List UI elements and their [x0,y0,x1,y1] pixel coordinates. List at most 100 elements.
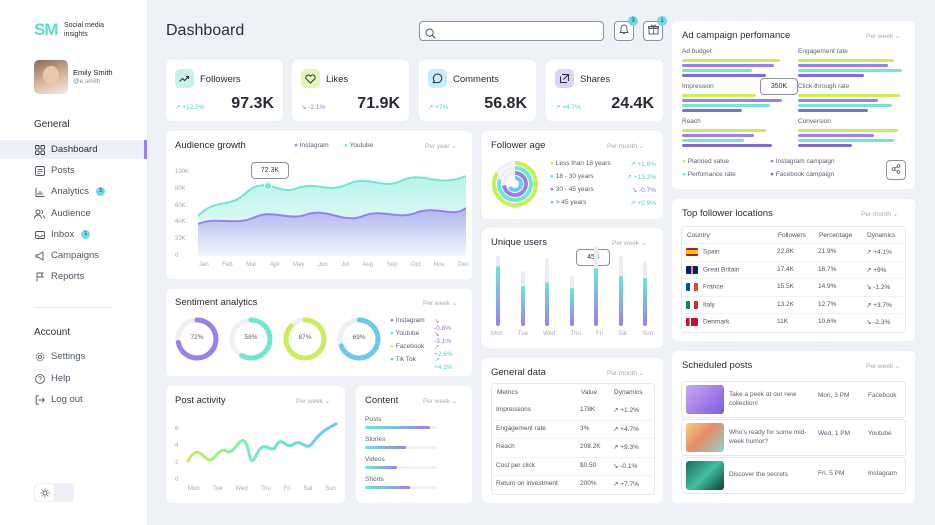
stat-card-followers[interactable]: Followers ↗ +12.5% 97.3K [166,60,283,121]
followers-cell: 17.4K [777,265,794,273]
gift-button[interactable]: 1 [643,16,667,41]
sidebar-item-settings[interactable]: Settings [0,347,147,366]
ad-metric-bar [798,74,864,77]
ad-metric-bar [682,64,774,67]
ad-metric-bar [682,144,772,147]
dynamics-cell: ↗ +9% [866,266,887,274]
sidebar-item-reports[interactable]: Reports [0,267,147,286]
locations-card: Top follower locations Per month ⌄ Count… [672,199,915,341]
sidebar-item-label: Audience [51,208,91,219]
sentiment-ring-arc [337,317,381,361]
analytics-badge: 3 [96,187,106,196]
metric-value: 3% [580,424,590,432]
legend-row: ● Instagram ↘ -0.8% [390,317,451,332]
row-divider [681,295,906,297]
sidebar-item-audience[interactable]: Audience [0,204,147,223]
sidebar-item-label: Reports [51,271,85,282]
col-header: Dynamics [867,232,896,239]
followers-cell: 13.2K [777,300,794,308]
grid-icon [34,144,45,155]
col-header: Percentage [819,232,853,239]
sidebar-item-campaigns[interactable]: Campaigns [0,246,147,265]
scheduled-post-row[interactable]: Who's ready for some mid-week humor? Wed… [681,419,906,456]
sidebar-item-dashboard[interactable]: Dashboard [0,140,147,159]
sidebar-item-analytics[interactable]: Analytics 3 [0,182,147,201]
theme-toggle[interactable] [34,483,74,502]
flag-icon [686,318,698,326]
gift-badge: 1 [657,16,667,26]
post-thumbnail [686,461,724,490]
period-select[interactable]: Per month ⌄ [607,370,645,377]
search-input[interactable] [419,21,604,41]
stat-card-likes[interactable]: Likes ↘ -2.1% 71.9K [292,60,409,121]
dynamics-cell: ↗ +4.1% [866,249,892,256]
period-select[interactable]: Per week ⌄ [423,398,458,405]
row-divider [491,438,655,439]
avatar[interactable] [34,60,68,94]
legend-planned: ● Planned value [682,158,729,165]
legend-row: ● > 45 years ↗ +0.9% [550,199,656,207]
sidebar-item-label: Posts [51,165,75,176]
sentiment-ring-value: 72% [190,334,204,341]
sentiment-ring [175,317,219,361]
sidebar-item-posts[interactable]: Posts [0,161,147,180]
users-bar [496,266,500,326]
sidebar-item-help[interactable]: Help [0,369,147,388]
stat-label: Comments [453,74,499,85]
period-select[interactable]: Per week ⌄ [866,363,901,370]
inbox-badge: 1 [81,230,91,239]
chart-tooltip: 72.3K [251,162,289,179]
ad-metric-label: Engagement rate [798,48,848,55]
card-title: Content [365,395,399,406]
period-select[interactable]: Per week ⌄ [423,300,458,307]
period-select[interactable]: Per year ⌄ [425,143,457,150]
sidebar-item-label: Log out [51,394,83,405]
ad-metric-bar [798,69,902,72]
ad-metric-label: Impression [682,83,714,90]
sidebar-item-logout[interactable]: Log out [0,390,147,409]
unique-users-card: Unique users Per week ⌄ 458 Mon Tue Wed Thu… [482,228,663,348]
ad-metric-bar [682,59,780,62]
period-select[interactable]: Per week ⌄ [612,240,647,247]
period-select[interactable]: Per week ⌄ [866,33,901,40]
percentage-cell: 10.6% [818,318,837,325]
content-item-label: Shorts [365,476,384,483]
ad-metric-bar [798,94,900,97]
period-select[interactable]: Per month ⌄ [861,211,899,218]
sentiment-ring [283,317,327,361]
content-bar [365,426,430,429]
dynamics-cell: ↘ -1.2% [866,284,891,291]
bell-icon [619,22,629,40]
share-button[interactable] [886,160,906,180]
ad-metric-bar [798,64,888,67]
metric-name: Impressions [496,406,532,413]
period-select[interactable]: Per week ⌄ [296,398,331,405]
percentage-cell: 21.9% [818,248,837,255]
ad-metric-bar [798,109,868,112]
content-item-label: Videos [365,456,385,463]
legend-row: ● 30 - 45 years ↘ -0.7% [550,186,656,194]
users-bar [643,278,647,326]
scheduled-post-row[interactable]: Discover the secrets Fri, 5 PM Instagram [681,457,906,494]
sidebar-item-inbox[interactable]: Inbox 1 [0,225,147,244]
analytics-icon [34,186,45,197]
notifications-button[interactable]: 3 [614,16,638,41]
ad-metric-bar [798,99,878,102]
content-bar [365,446,407,449]
followers-icon [175,69,194,88]
stat-card-shares[interactable]: Shares ↗ +4.7% 24.4K [546,60,663,121]
stat-change: ↘ -2.1% [301,104,326,111]
sentiment-ring [337,317,381,361]
content-item-label: Posts [365,416,382,423]
metric-value: 208.2K [580,443,601,450]
period-select[interactable]: Per month ⌄ [607,143,645,150]
scheduled-post-row[interactable]: Take a peek at our new collection! Mon, … [681,381,906,418]
inbox-icon [34,229,45,240]
stat-card-comments[interactable]: Comments ↗ +7% 56.8K [419,60,536,121]
metric-name: Cost per click [496,461,536,469]
post-thumbnail [686,423,724,452]
ad-campaign-card: Ad campaign perfomance Per week ⌄ 350K ●… [672,21,915,189]
col-header: Value [581,389,598,396]
card-title: Ad campaign perfomance [682,30,791,41]
page-title: Dashboard [166,22,245,39]
